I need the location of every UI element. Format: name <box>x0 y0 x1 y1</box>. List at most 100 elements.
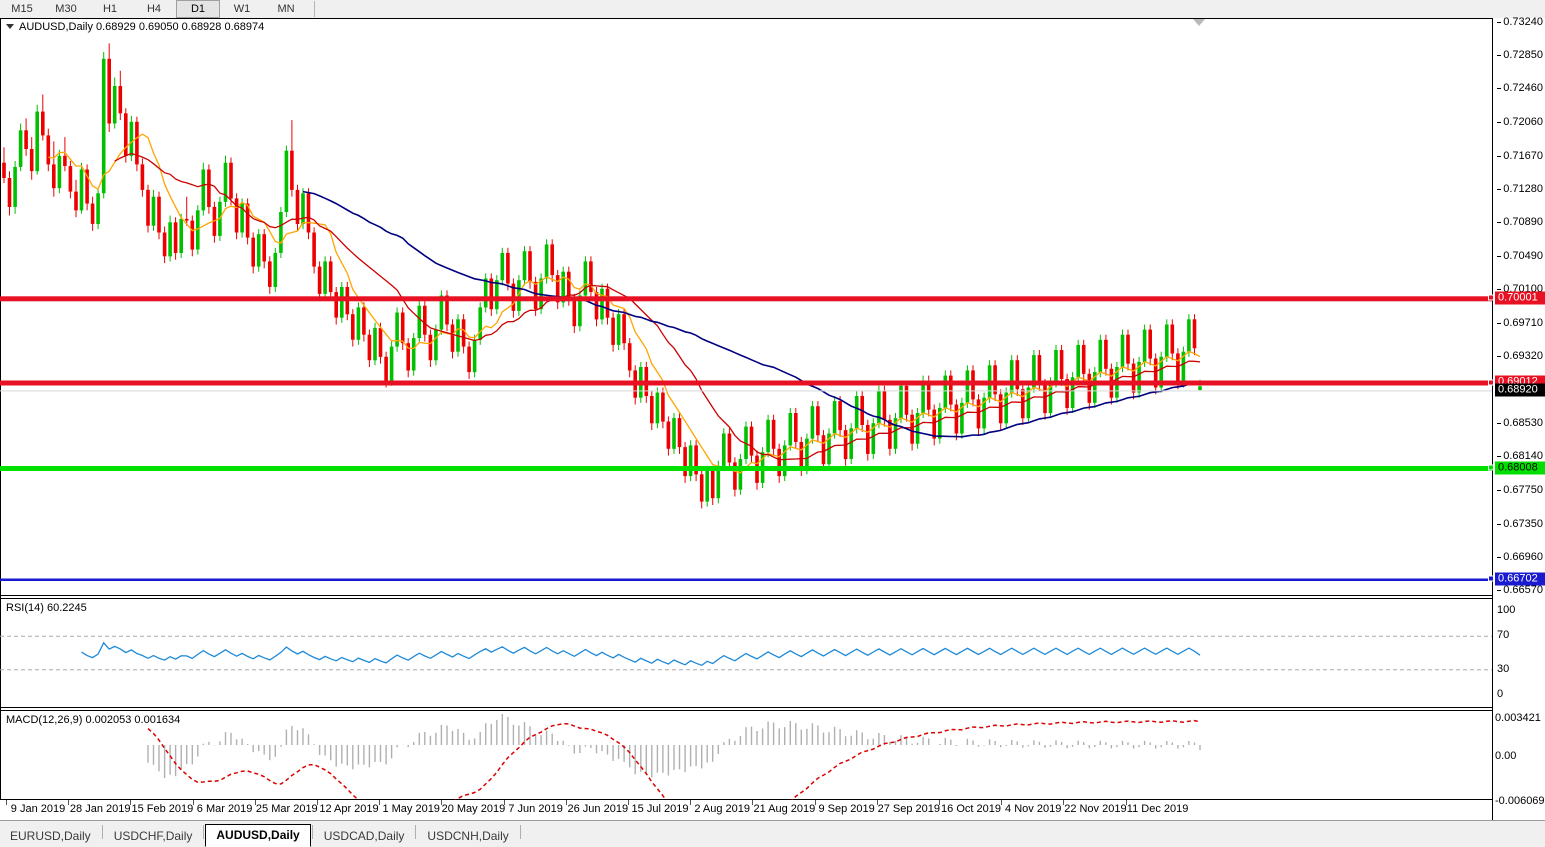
tick-dash <box>1497 322 1502 324</box>
chart-area: AUDUSD,Daily 0.68929 0.69050 0.68928 0.6… <box>0 16 1545 820</box>
macd-pane[interactable]: MACD(12,26,9) 0.002053 0.001634 <box>0 710 1492 801</box>
date-axis: 9 Jan 2019 28 Jan 2019 15 Feb 2019 6 Mar 20… <box>0 800 1492 820</box>
tick-dash <box>1497 355 1502 357</box>
timeframe-w1-button[interactable]: W1 <box>233 3 251 15</box>
date-tick: 2 Aug 2019 <box>694 803 751 815</box>
date-separator <box>939 800 940 805</box>
price-tick: 0.73240 <box>1497 16 1543 28</box>
price-level-label[interactable]: 0.70001 <box>1488 291 1545 305</box>
tick-dash <box>1497 88 1502 90</box>
date-tick: 12 Apr 2019 <box>319 803 379 815</box>
tick-dash <box>1497 188 1502 190</box>
date-separator <box>814 800 816 805</box>
tick-dash <box>1497 256 1502 258</box>
price-tick: 0.68530 <box>1497 417 1543 429</box>
tick-dash <box>1497 155 1502 157</box>
timeframe-toolbar: M15 M30 H1 H4 D1 W1 MN <box>0 0 1545 19</box>
level-handle[interactable] <box>1488 464 1494 471</box>
timeframe-d1-button[interactable]: D1 <box>176 0 220 18</box>
date-tick: 27 Sep 2019 <box>877 803 940 815</box>
price-tick: 0.72460 <box>1497 82 1543 94</box>
price-tick: 0.67350 <box>1497 518 1543 530</box>
chart-top-marker-icon <box>1193 19 1205 26</box>
macd-tick: 0.003421 <box>1495 712 1541 724</box>
symbol-ohlc-label: AUDUSD,Daily 0.68929 0.69050 0.68928 0.6… <box>19 20 265 33</box>
price-level-value: 0.66702 <box>1498 572 1538 585</box>
macd-label: MACD(12,26,9) 0.002053 0.001634 <box>5 714 182 726</box>
tick-dash <box>1497 423 1502 425</box>
macd-tick: -0.006069 <box>1495 795 1545 807</box>
tick-dash <box>1497 289 1502 291</box>
tick-dash <box>1497 55 1502 57</box>
timeframe-m15-button[interactable]: M15 <box>11 3 33 15</box>
price-tick: 0.66960 <box>1497 551 1543 563</box>
date-tick: 21 Aug 2019 <box>753 803 816 815</box>
tick-dash <box>1497 22 1502 23</box>
tick-dash <box>1497 590 1502 591</box>
date-separator <box>628 800 629 805</box>
price-tick: 0.70890 <box>1497 216 1543 228</box>
tick-dash <box>1497 222 1502 224</box>
timeframe-mn-button[interactable]: MN <box>277 3 295 15</box>
price-tick: 0.69710 <box>1497 317 1543 329</box>
date-tick: 9 Sep 2019 <box>818 803 875 815</box>
price-level-value: 0.68920 <box>1498 383 1538 396</box>
date-separator <box>1063 800 1065 805</box>
left-axis-line <box>0 18 1 820</box>
tab-separator <box>415 825 417 839</box>
chart-tab-usdchf[interactable]: USDCHF,Daily <box>113 829 193 843</box>
price-tick: 0.69320 <box>1497 350 1543 362</box>
chart-tab-eurusd[interactable]: EURUSD,Daily <box>10 829 91 843</box>
chart-tab-usdcnh[interactable]: USDCNH,Daily <box>427 829 509 843</box>
price-tick: 0.66570 <box>1497 584 1543 596</box>
timeframe-m30-button[interactable]: M30 <box>55 3 77 15</box>
date-tick: 9 Jan 2019 <box>10 803 66 815</box>
price-pane[interactable] <box>0 18 1492 596</box>
rsi-tick: 30 <box>1497 662 1510 675</box>
price-tick: 0.67750 <box>1497 484 1543 496</box>
date-tick: 7 Jun 2019 <box>508 803 563 815</box>
price-tick: 0.72850 <box>1497 49 1543 61</box>
chart-plot: AUDUSD,Daily 0.68929 0.69050 0.68928 0.6… <box>0 18 1492 820</box>
level-handle[interactable] <box>1488 379 1494 386</box>
date-tick: 28 Jan 2019 <box>69 803 131 815</box>
date-separator <box>503 800 505 805</box>
date-separator <box>379 800 381 805</box>
date-tick: 6 Mar 2019 <box>196 803 253 815</box>
date-separator <box>1001 800 1003 805</box>
tab-separator <box>203 825 205 839</box>
date-separator <box>441 800 443 805</box>
date-tick: 15 Jul 2019 <box>631 803 689 815</box>
collapse-triangle-icon[interactable] <box>6 24 14 29</box>
toolbar-separator <box>314 1 315 17</box>
tab-separator <box>519 825 521 839</box>
level-handle[interactable] <box>1488 575 1494 582</box>
tick-dash <box>1497 556 1502 558</box>
timeframe-h1-button[interactable]: H1 <box>102 3 118 15</box>
price-tick: 0.70490 <box>1497 250 1543 262</box>
tick-dash <box>1497 489 1502 491</box>
tab-separator <box>311 825 313 839</box>
date-tick: 22 Nov 2019 <box>1064 803 1127 815</box>
price-level-label[interactable]: 0.68920 <box>1495 383 1545 397</box>
price-tick: 0.72060 <box>1497 116 1543 128</box>
timeframe-h4-button[interactable]: H4 <box>146 3 162 15</box>
date-separator <box>690 800 692 805</box>
rsi-tick: 70 <box>1497 629 1510 642</box>
date-tick: 26 Jun 2019 <box>567 803 629 815</box>
date-tick: 4 Nov 2019 <box>1005 803 1062 815</box>
price-axis[interactable]: 0.73240 0.72850 0.72460 0.72060 0.71670 0.712… <box>1488 16 1545 820</box>
chart-tab-audusd[interactable]: AUDUSD,Daily <box>205 824 311 847</box>
price-level-value: 0.68008 <box>1498 461 1538 474</box>
price-tick: 0.71280 <box>1497 183 1543 195</box>
level-handle[interactable] <box>1488 294 1494 301</box>
date-tick: 25 Mar 2019 <box>255 803 318 815</box>
chart-tab-usdcad[interactable]: USDCAD,Daily <box>323 829 405 843</box>
price-level-label[interactable]: 0.66702 <box>1488 572 1545 586</box>
price-level-label[interactable]: 0.68008 <box>1488 461 1545 475</box>
date-tick: 15 Feb 2019 <box>131 803 194 815</box>
tick-dash <box>1497 456 1502 458</box>
date-separator <box>876 800 878 805</box>
rsi-pane[interactable]: RSI(14) 60.2245 <box>0 598 1492 708</box>
